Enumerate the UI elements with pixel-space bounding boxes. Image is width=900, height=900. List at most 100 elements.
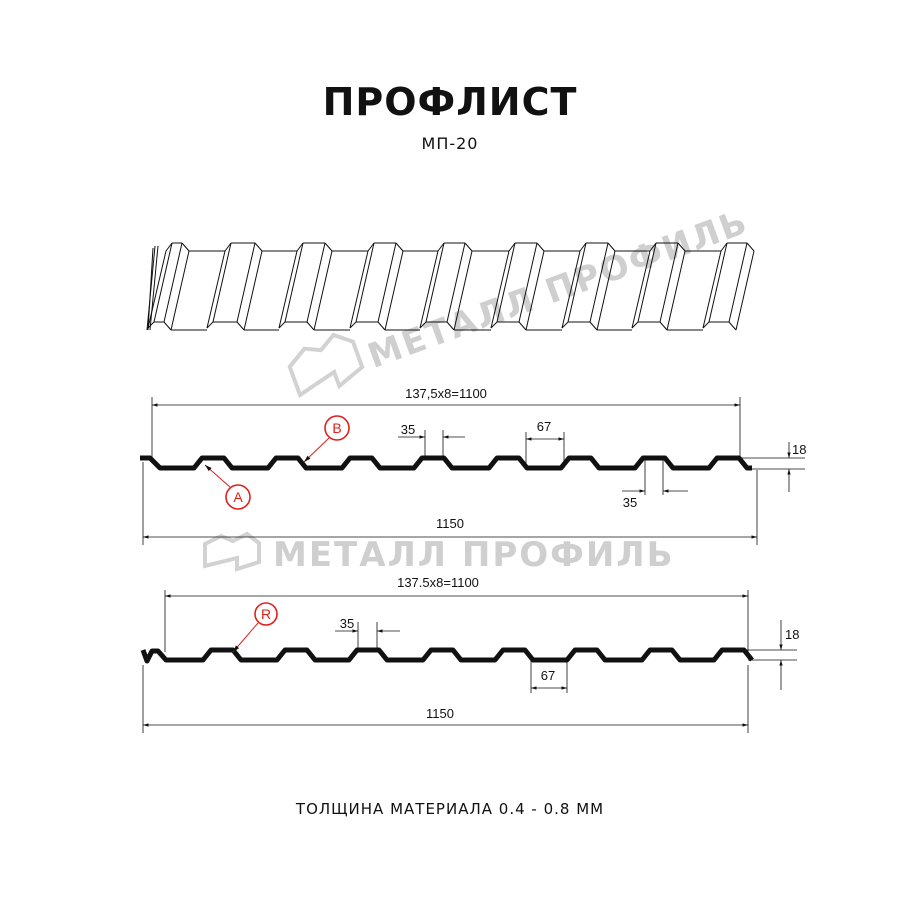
sheet-edge [278, 321, 286, 329]
profile-a-overall-top-label: 137,5x8=1100 [405, 386, 487, 401]
sheet-edge [536, 242, 545, 252]
sheet-edge [702, 321, 710, 329]
sheet-edge [607, 242, 616, 252]
sheet-edge [377, 242, 397, 323]
sheet-edge [147, 247, 154, 331]
sheet-edge [746, 242, 755, 252]
profile-b: 137.5x8=1100 1150 35 67 18 R [140, 575, 799, 733]
sheet-edge [589, 321, 598, 331]
sheet-edge [637, 242, 657, 323]
marker-r-label: R [261, 606, 271, 622]
sheet-edge [561, 321, 569, 329]
sheet-edge [163, 242, 183, 323]
sheet-edge [677, 242, 686, 252]
page-title: ПРОФЛИСТ [323, 80, 578, 124]
profile-a-section [140, 455, 752, 471]
material-thickness-note: ТОЛЩИНА МАТЕРИАЛА 0.4 - 0.8 ММ [295, 800, 604, 818]
sheet-edge [384, 250, 404, 331]
marker-a-label: A [233, 489, 243, 505]
sheet-edge [306, 321, 315, 331]
sheet-edge [596, 250, 616, 331]
sheet-edge [567, 242, 587, 323]
sheet-edge [284, 242, 304, 323]
watermark-text: МЕТАЛЛ ПРОФИЛЬ [363, 202, 754, 377]
profile-b-overall-top-label: 137.5x8=1100 [397, 575, 479, 590]
sheet-edge [324, 242, 333, 252]
sheet-edge [349, 321, 357, 329]
sheet-edge [561, 250, 581, 329]
sheet-edge [708, 242, 728, 323]
sheet-edge [395, 242, 404, 252]
sheet-edge [206, 321, 214, 329]
sheet-edge [224, 242, 232, 252]
sheet-edge [306, 242, 326, 323]
sheet-edge [589, 242, 609, 323]
sheet-edge [236, 321, 245, 331]
sheet-edge [453, 250, 473, 331]
profile-a-crest-width-label: 35 [401, 422, 415, 437]
sheet-edge [212, 242, 232, 323]
marker-r: R [232, 602, 278, 653]
page-subtitle: МП-20 [422, 134, 479, 153]
sheet-edge [355, 242, 375, 323]
sheet-edge [153, 242, 173, 323]
sheet-edge [446, 321, 455, 331]
watermark-logo-icon [287, 332, 365, 399]
sheet-edge [181, 242, 190, 252]
sheet-edge [254, 242, 263, 252]
sheet-edge [367, 242, 375, 252]
sheet-edge [659, 242, 679, 323]
sheet-edge [149, 245, 159, 331]
marker-b-label: B [332, 420, 341, 436]
sheet-edge [518, 242, 538, 323]
sheet-3d-view [146, 242, 755, 331]
sheet-edge [649, 242, 657, 252]
profile-a-lower-width-label: 35 [623, 495, 637, 510]
watermark-2: МЕТАЛЛ ПРОФИЛЬ [203, 531, 673, 575]
sheet-edge [349, 250, 369, 329]
profile-b-height-label: 18 [785, 627, 799, 642]
profile-b-dimension-lines [142, 590, 797, 733]
sheet-edge [425, 242, 445, 323]
sheet-edge [243, 250, 263, 331]
profile-b-section [140, 647, 754, 664]
sheet-edge [490, 250, 510, 329]
sheet-edge [419, 321, 427, 329]
sheet-edge [659, 321, 668, 331]
sheet-edge [490, 321, 498, 329]
sheet-edge [525, 250, 545, 331]
sheet-edge [278, 250, 298, 329]
sheet-edge [631, 321, 639, 329]
sheet-edge [163, 321, 172, 331]
sheet-edge [720, 242, 728, 252]
profile-a-overall-bottom-label: 1150 [436, 516, 464, 531]
profile-a-dimension-lines [142, 397, 805, 545]
sheet-edge [728, 321, 737, 331]
sheet-edge [147, 321, 155, 329]
sheet-edge [296, 242, 304, 252]
sheet-edge [728, 242, 748, 323]
profile-a-height-label: 18 [792, 442, 806, 457]
sheet-edge [313, 250, 333, 331]
sheet-edge [518, 321, 527, 331]
profile-b-valley-width-label: 67 [541, 668, 555, 683]
watermark-logo-icon [203, 531, 261, 572]
sheet-edge [464, 242, 473, 252]
marker-a: A [204, 464, 251, 510]
sheet-edge [437, 242, 445, 252]
sheet-edge [631, 250, 651, 329]
sheet-edge [236, 242, 256, 323]
marker-b: B [303, 415, 350, 463]
sheet-edge [377, 321, 386, 331]
profile-a: 137,5x8=1100 1150 35 67 35 18 B A [140, 386, 806, 545]
sheet-edge [446, 242, 466, 323]
profile-b-crest-width-label: 35 [340, 616, 354, 631]
sheet-edge [170, 250, 190, 331]
sheet-edge [666, 250, 686, 331]
watermark-1: МЕТАЛЛ ПРОФИЛЬ [287, 202, 754, 399]
sheet-edge [419, 250, 439, 329]
sheet-edge [579, 242, 587, 252]
profile-b-overall-bottom-label: 1150 [426, 706, 454, 721]
sheet-edge [702, 250, 722, 329]
